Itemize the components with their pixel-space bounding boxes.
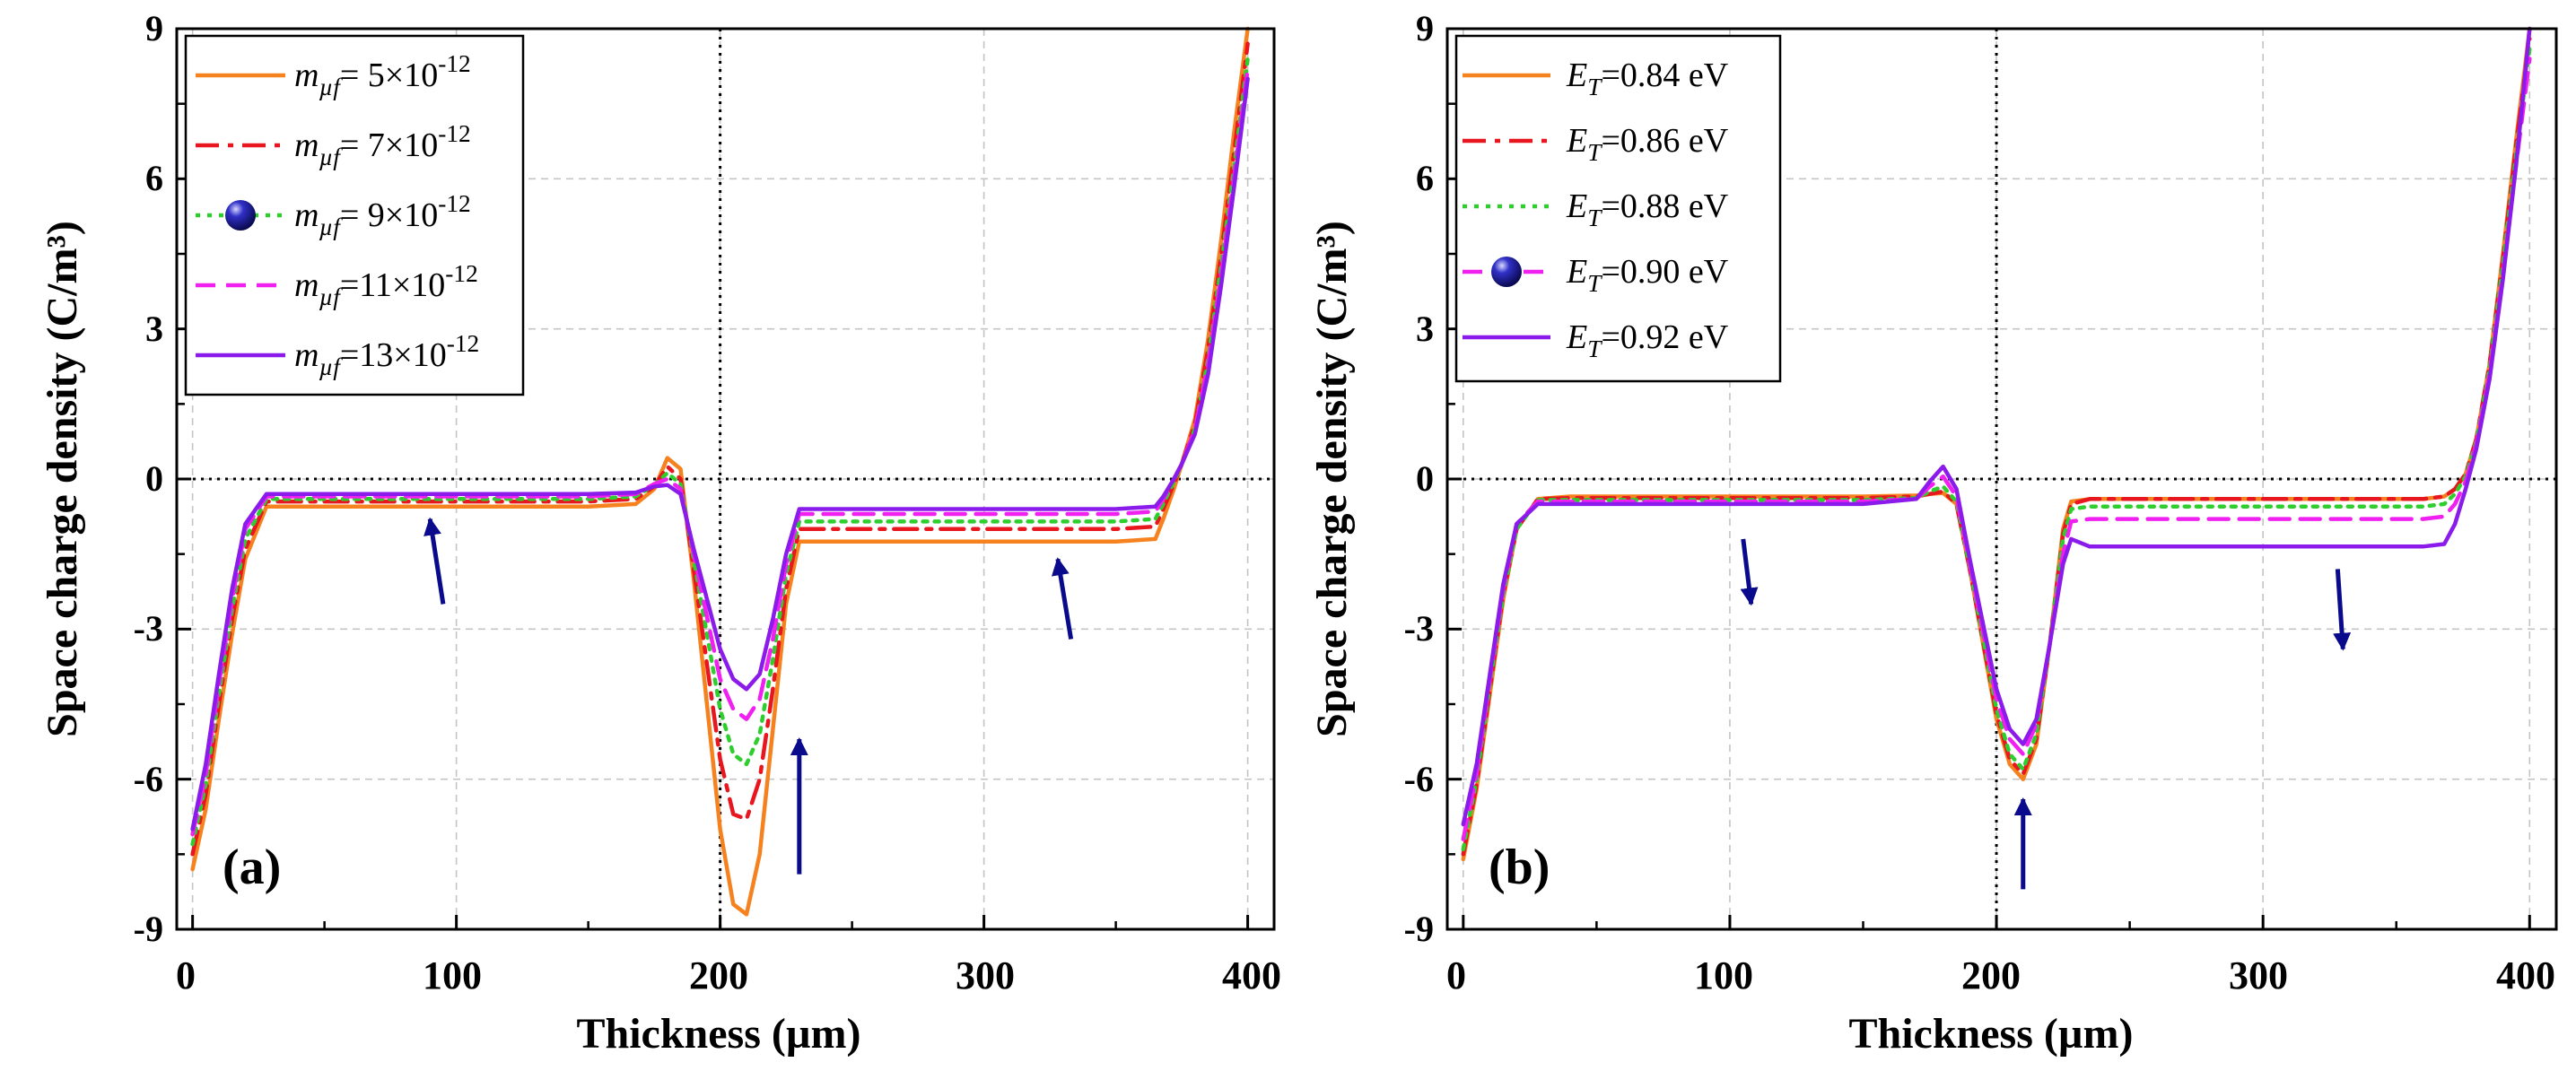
panel-a-arrows <box>424 517 1074 875</box>
panel-a-xtick-label: 0 <box>176 953 196 997</box>
panel-a-series-line-5 <box>190 76 1250 832</box>
panel-a-legend-label-1: mµf= 5×10-12 <box>294 50 471 100</box>
panel-a-legend-label-2: mµf= 7×10-12 <box>294 120 471 170</box>
panel-a-ytick-label: 9 <box>145 8 163 48</box>
panel-b-ytick-label: 0 <box>1416 458 1434 499</box>
panel-b-annotation-arrow <box>2333 569 2352 651</box>
panel-b-xtick-label: 100 <box>1694 953 1753 997</box>
panel-a-xtick-label: 300 <box>956 953 1015 997</box>
panel-b-xtick-label: 200 <box>1961 953 2021 997</box>
panel-a-reference-lines <box>177 29 1274 929</box>
panel-b-arrows <box>1740 538 2352 890</box>
panel-a-xtick-label: 100 <box>423 953 482 997</box>
panel-a-legend-marker-ball <box>225 200 256 231</box>
panel-b-legend-label-1: ET=0.84 eV <box>1566 57 1729 100</box>
panel-a-xtick-label: 400 <box>1222 953 1281 997</box>
panel-a-series-line-2 <box>190 41 1250 857</box>
panel-a-legend: mµf= 5×10-12 mµf= 7×10-12 mµf= 9×10-12 mµf=… <box>184 34 525 396</box>
panel-a-ytick-label: -6 <box>134 759 163 799</box>
panel-b-legend-box <box>1454 34 1782 383</box>
panel-a-ytick-label: -9 <box>134 909 163 949</box>
panel-a-ytick-label: 0 <box>145 458 163 499</box>
panel-a-legend-label-3: mµf= 9×10-12 <box>294 190 471 240</box>
panel-b-ytick-label: -3 <box>1404 608 1434 649</box>
panel-b-ticks <box>1447 27 2531 931</box>
panel-b-xtick-labels: 0 100 200 300 400 <box>1446 953 2555 997</box>
panel-a-ytick-label: -3 <box>134 608 163 649</box>
panel-b-series-line-4 <box>1461 57 2532 841</box>
panel-b-ytick-label: -6 <box>1404 759 1434 799</box>
panel-b-ylabel: Space charge density (C/m³) <box>1308 221 1356 737</box>
panel-a-xlabel: Thickness (µm) <box>576 1010 860 1058</box>
panel-a-annotation-arrow <box>424 517 446 605</box>
panel-b-ytick-labels: -9 -6 -3 0 3 6 9 <box>1404 8 1434 949</box>
panel-b-xlabel: Thickness (µm) <box>1848 1010 2133 1058</box>
panel-a-annotation-arrow <box>1051 557 1074 640</box>
panel-b: 0 100 200 300 400 -9 -6 -3 0 3 6 9 Thick… <box>1308 8 2558 1058</box>
panel-b-legend-label-2: ET=0.86 eV <box>1566 122 1729 166</box>
panel-a-series-line-3 <box>190 57 1250 847</box>
panel-b-annotation-arrow <box>1740 538 1759 606</box>
panel-b-legend-marker-ball <box>1491 257 1522 287</box>
panel-a-ylabel: Space charge density (C/m³) <box>39 221 86 737</box>
panel-b-ytick-label: 6 <box>1416 158 1434 198</box>
panel-b-label: (b) <box>1489 840 1550 895</box>
panel-a-xtick-label: 200 <box>689 953 748 997</box>
panel-b-legend-label-4: ET=0.90 eV <box>1566 253 1729 297</box>
panel-b-xtick-label: 0 <box>1446 953 1466 997</box>
panel-b-ytick-label: 3 <box>1416 309 1434 349</box>
panel-b-xtick-label: 400 <box>2496 953 2555 997</box>
panel-a-ytick-label: 6 <box>145 158 163 198</box>
panel-a-ytick-labels: -9 -6 -3 0 3 6 9 <box>134 8 163 949</box>
panel-b-series <box>1461 26 2532 862</box>
panel-a-series <box>190 26 1250 917</box>
panel-a-legend-label-5: mµf=13×10-12 <box>294 330 479 380</box>
panel-a-xtick-labels: 0 100 200 300 400 <box>176 953 1281 997</box>
panel-b-ytick-label: 9 <box>1416 8 1434 48</box>
panel-a-ytick-label: 3 <box>145 309 163 349</box>
panel-b-xtick-label: 300 <box>2229 953 2288 997</box>
panel-b-legend-label-3: ET=0.88 eV <box>1566 187 1729 231</box>
panel-b-legend-label-5: ET=0.92 eV <box>1566 318 1729 362</box>
panel-a-legend-label-4: mµf=11×10-12 <box>294 260 478 310</box>
panel-b-ytick-label: -9 <box>1404 909 1434 949</box>
panel-a-ticks <box>177 27 1250 931</box>
panel-b-series-line-5 <box>1461 26 2532 827</box>
panel-b-legend: ET=0.84 eV ET=0.86 eV ET=0.88 eV ET=0.90 eV… <box>1454 34 1782 383</box>
panel-a: 0 100 200 300 400 -9 -6 -3 0 3 6 9 Thick… <box>39 8 1281 1058</box>
panel-a-label: (a) <box>223 840 281 895</box>
